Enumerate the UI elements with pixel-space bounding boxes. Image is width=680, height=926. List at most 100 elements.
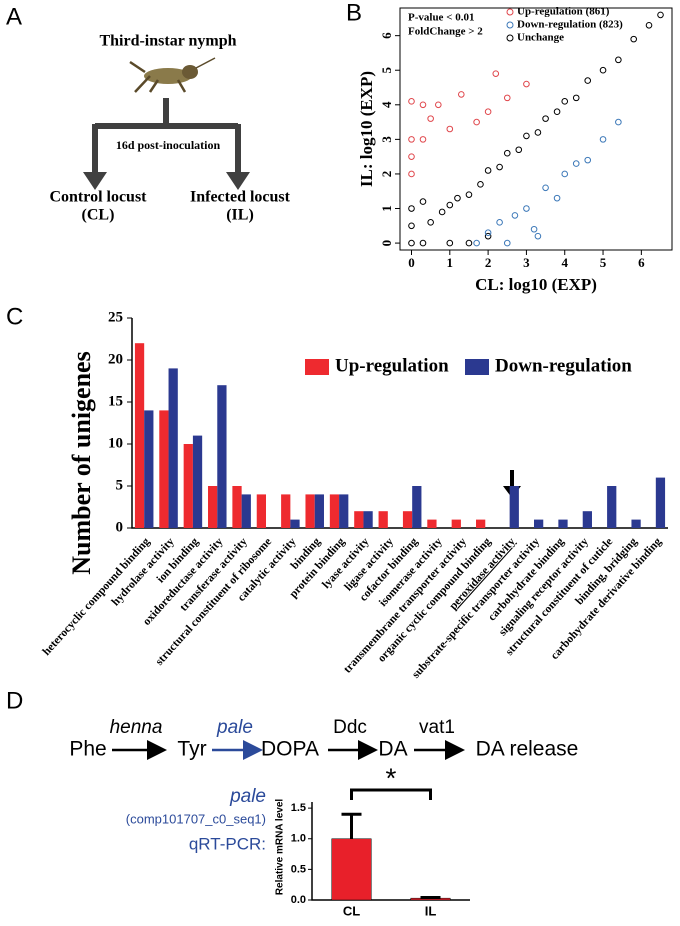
bar <box>314 494 324 528</box>
scatter-point <box>484 108 492 116</box>
scatter-point <box>446 201 454 209</box>
panel-a: Third-instar nymph 16d post-inoculation … <box>49 33 290 224</box>
bar <box>354 511 364 528</box>
bar <box>558 519 568 528</box>
scatter-point <box>457 91 465 98</box>
y-tick-label: 0 <box>116 519 124 535</box>
panel-letter: D <box>6 687 23 714</box>
metabolite: Tyr <box>177 738 206 761</box>
group-name: Infected locust <box>190 189 291 206</box>
significance-label: * <box>386 762 397 793</box>
panel-letter: B <box>346 0 362 26</box>
bar <box>192 435 203 528</box>
bar <box>402 511 413 528</box>
scatter-point <box>534 129 542 136</box>
scatter-point <box>446 239 454 247</box>
scatter-point <box>496 219 503 226</box>
scatter-point <box>465 191 473 198</box>
pathway: Phe Tyr DOPA DA DA release henna pale Dd… <box>69 717 578 853</box>
bar <box>183 444 193 528</box>
bar <box>412 486 422 528</box>
y-tick-label: 6 <box>379 32 394 39</box>
x-tick-label: 2 <box>485 255 492 270</box>
scatter-point <box>515 146 523 154</box>
scatter-point <box>530 225 538 233</box>
scatter-point <box>561 98 569 105</box>
x-tick-label: CL <box>343 903 360 918</box>
bar <box>256 494 266 528</box>
scatter-point <box>408 239 415 247</box>
bar <box>451 519 461 528</box>
scatter-point <box>427 219 434 226</box>
scatter-point <box>408 136 415 143</box>
bar <box>476 519 486 528</box>
error-bar <box>420 896 441 900</box>
x-tick-label: 5 <box>600 255 607 270</box>
y-tick-label: 3 <box>379 136 394 143</box>
y-tick-label: 1 <box>379 205 394 212</box>
bar <box>159 410 169 528</box>
y-tick-label: 20 <box>108 351 123 367</box>
legend-marker <box>506 21 514 29</box>
bar <box>290 519 300 528</box>
legend-marker <box>506 8 514 16</box>
legend-swatch <box>465 359 489 375</box>
scatter-point <box>419 101 427 109</box>
scatter-point <box>572 94 580 102</box>
y-tick-label: 0 <box>379 240 394 247</box>
scatter-point <box>408 222 415 230</box>
scatter-point <box>473 239 480 247</box>
x-tick-label: heterocyclic compound binding <box>41 536 153 658</box>
legend-swatch <box>305 359 329 375</box>
y-tick-label: 2 <box>379 171 394 178</box>
metabolite: DA <box>378 738 407 761</box>
scatter-point <box>477 181 484 188</box>
group-abbr: (CL) <box>82 207 115 224</box>
significance-bracket <box>350 788 432 800</box>
bar <box>378 511 388 528</box>
bar <box>427 519 437 528</box>
scatter-point <box>473 118 480 126</box>
bar <box>134 343 145 528</box>
assay-label: qRT-PCR: <box>189 834 266 853</box>
scatter-point <box>408 153 415 160</box>
enzyme: Ddc <box>333 717 367 738</box>
x-tick-label: 1 <box>447 255 454 270</box>
scatter-point <box>503 239 511 247</box>
bar <box>208 486 218 528</box>
x-tick-label: 0 <box>408 255 415 270</box>
bar <box>241 494 251 528</box>
scatter-point <box>408 170 415 178</box>
scatter-point <box>419 198 427 205</box>
metabolite: DA release <box>476 738 579 761</box>
gene-name: pale <box>229 786 266 807</box>
panel-letter: C <box>6 303 23 330</box>
diagram-title: Third-instar nymph <box>99 33 236 50</box>
bar <box>281 494 291 528</box>
bar <box>232 486 242 528</box>
scatter-point <box>503 149 511 157</box>
bar <box>534 519 544 528</box>
scatter-point <box>427 115 434 122</box>
scatter-point <box>454 194 461 202</box>
scatter-point <box>534 232 542 240</box>
bar <box>331 838 372 901</box>
scatter-point <box>419 239 427 247</box>
x-tick-label: 6 <box>638 255 645 270</box>
legend-label: Up-regulation (861) <box>517 6 610 18</box>
bar <box>631 519 641 528</box>
bar <box>329 494 340 528</box>
y-tick-label: 25 <box>108 309 123 325</box>
y-axis-label: Number of unigenes <box>67 351 96 574</box>
y-tick-label: 0.0 <box>291 894 306 906</box>
x-axis-label: CL: log10 (EXP) <box>475 275 597 294</box>
scatter-point <box>561 170 569 178</box>
x-tick-label: IL <box>425 903 437 918</box>
scatter-point <box>492 70 500 77</box>
scatter-point <box>599 66 607 74</box>
legend-header: P-value < 0.01 <box>408 12 474 24</box>
legend-label: Down-regulation <box>495 355 632 376</box>
scatter-point <box>419 136 427 143</box>
scatter-point <box>553 194 561 202</box>
